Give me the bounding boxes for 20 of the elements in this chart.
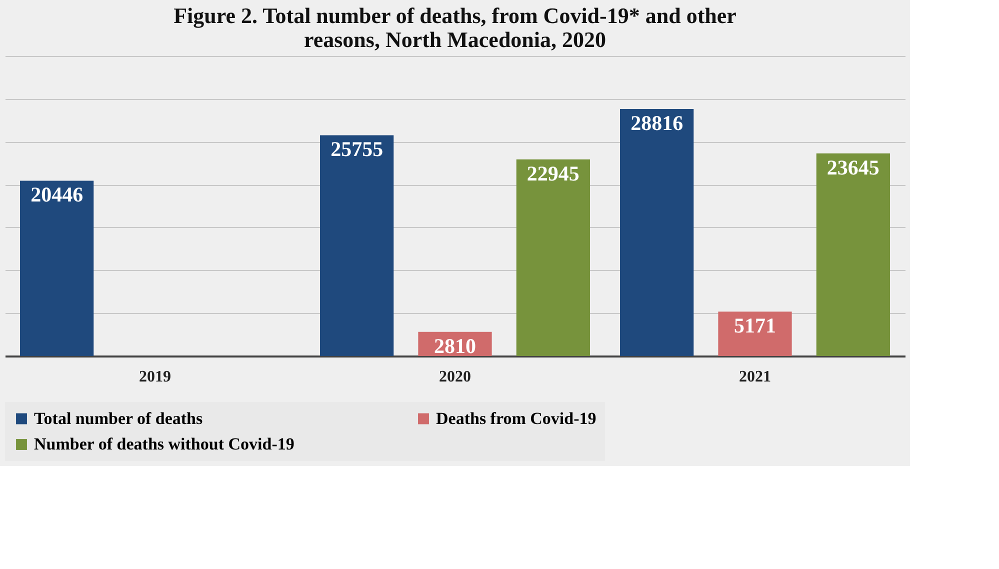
data-label: 23645 xyxy=(826,155,880,180)
chart-title: Figure 2. Total number of deaths, from Covid-19* and other reasons, North Macedonia, 2020 xyxy=(174,3,737,52)
bar xyxy=(718,312,792,356)
bar xyxy=(516,159,590,356)
legend-label: Total number of deaths xyxy=(34,408,203,428)
data-label: 5171 xyxy=(734,314,776,338)
legend-label: Number of deaths without Covid-19 xyxy=(34,434,294,454)
data-label: 25755 xyxy=(330,137,384,162)
data-label: 28816 xyxy=(630,111,684,136)
legend-label: Deaths from Covid-19 xyxy=(436,408,596,428)
bar xyxy=(320,135,394,356)
x-tick-label: 2020 xyxy=(439,368,471,386)
bar xyxy=(816,153,890,356)
x-tick-label: 2019 xyxy=(139,368,171,386)
bar xyxy=(20,180,94,356)
x-tick-label: 2021 xyxy=(739,368,771,386)
bar xyxy=(620,109,694,356)
data-label: 22945 xyxy=(526,161,580,186)
data-label: 20446 xyxy=(30,182,84,207)
data-label: 2810 xyxy=(434,334,476,358)
